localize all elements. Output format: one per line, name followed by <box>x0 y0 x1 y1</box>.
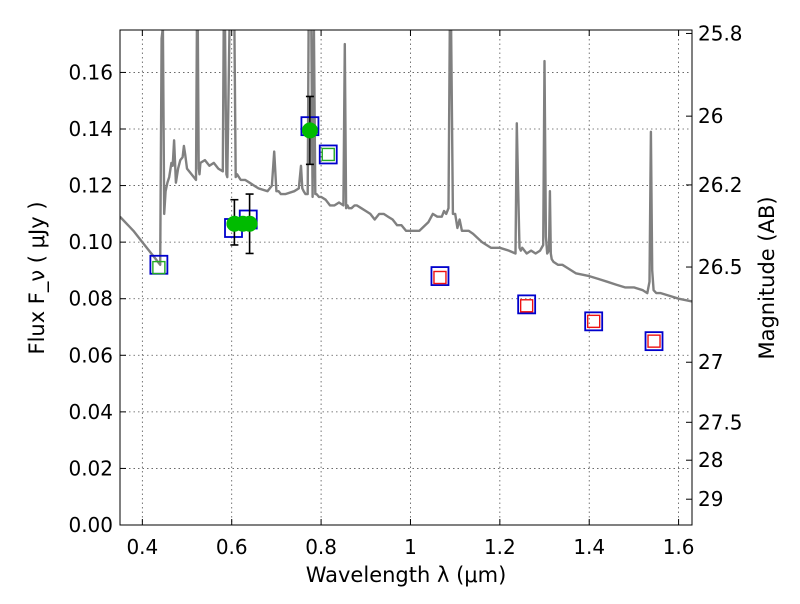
y2-tick-label: 29 <box>698 487 723 511</box>
y-tick-label: 0.14 <box>68 117 113 141</box>
x-tick-label: 1.4 <box>573 535 605 559</box>
model-flux-box <box>584 311 604 332</box>
spectrum-line <box>120 30 692 303</box>
nir-band-box <box>433 270 447 285</box>
x-tick-label: 0.4 <box>126 535 158 559</box>
labels-layer: 0.4 0.6 0.8 1 1.2 1.4 1.6 0.00 0.02 0.04 0.06 0.08 0… <box>68 21 742 559</box>
model-flux-box <box>318 144 338 165</box>
x-tick-label: 1.2 <box>484 535 516 559</box>
plot-frame <box>119 29 693 526</box>
y-tick-label: 0.06 <box>68 343 113 367</box>
y-tick-label: 0.16 <box>68 60 113 84</box>
model-flux-box <box>430 266 450 286</box>
y-axis-label: Flux F_ν ( μJy ) <box>25 201 50 354</box>
model-flux-box <box>644 331 664 352</box>
optical-band-box <box>321 147 335 162</box>
y2-tick-label: 27 <box>698 350 723 374</box>
x-axis-label: Wavelength λ (μm) <box>306 563 507 587</box>
marker-layer <box>149 95 664 352</box>
model-flux-box <box>517 294 537 315</box>
optical-band-box <box>152 260 166 275</box>
y2-tick-label: 28 <box>698 448 723 472</box>
axes-layer <box>119 29 693 526</box>
nir-band-box <box>647 334 661 348</box>
x-tick-label: 0.6 <box>216 535 248 559</box>
plot-clip-group <box>120 30 692 352</box>
y-tick-label: 0.10 <box>68 230 113 254</box>
y2-tick-label: 27.5 <box>698 410 743 434</box>
observed-flux-point <box>301 122 318 139</box>
x-tick-label: 1 <box>404 535 417 559</box>
y2-axis-label: Magnitude (AB) <box>755 196 779 359</box>
nir-band-box <box>586 314 601 329</box>
y-tick-label: 0.08 <box>68 287 113 311</box>
y-tick-label: 0.00 <box>68 513 113 537</box>
y-tick-label: 0.12 <box>68 174 113 198</box>
y2-tick-label: 25.8 <box>698 21 743 45</box>
y2-tick-label: 26.2 <box>698 173 743 197</box>
y-tick-label: 0.02 <box>68 456 113 480</box>
y2-tick-label: 26.5 <box>698 255 743 279</box>
grid-layer <box>120 30 692 526</box>
x-tick-label: 1.6 <box>663 535 695 559</box>
observed-flux-point <box>241 215 258 232</box>
x-tick-label: 0.8 <box>305 535 337 559</box>
y2-tick-label: 26 <box>698 104 723 128</box>
nir-band-box <box>519 299 534 313</box>
spectrum-layer <box>120 30 692 303</box>
y-tick-label: 0.04 <box>68 400 113 424</box>
